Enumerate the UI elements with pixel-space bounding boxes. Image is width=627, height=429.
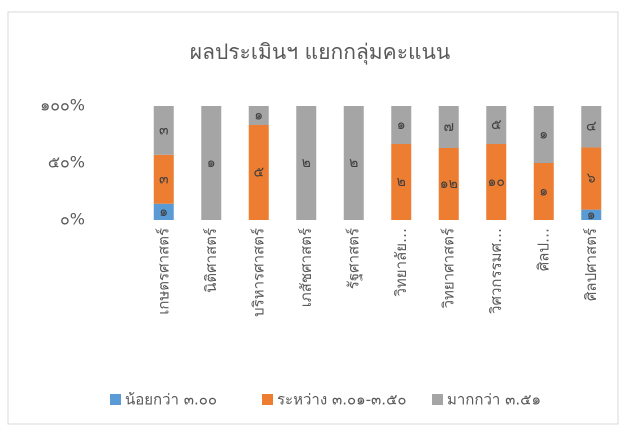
bar-segment: [296, 106, 317, 220]
bar-segment: [391, 144, 412, 220]
data-label: ๗: [443, 119, 454, 135]
bar-segment: [153, 154, 174, 204]
data-label: ๒: [302, 155, 311, 171]
x-tick-label: รัฐศาสตร์: [344, 228, 362, 289]
legend-swatch: [262, 394, 273, 405]
data-label: ๒: [349, 155, 358, 171]
legend-label: น้อยกว่า ๓.๐๐: [125, 391, 217, 409]
bar-segment: [201, 106, 222, 220]
chart-title: ผลประเมินฯ แยกกลุ่มคะแนน: [190, 40, 450, 65]
bar-segment: [533, 106, 554, 163]
bar-segment: [153, 203, 174, 220]
legend-label: มากกว่า ๓.๕๑: [447, 391, 541, 409]
bar-segment: [533, 163, 554, 220]
bar-segment: [438, 148, 459, 220]
data-label: ๑๒: [440, 176, 458, 192]
bar-segment: [391, 106, 412, 144]
y-tick-label: ๐%: [60, 210, 85, 229]
data-label: ๑: [159, 204, 168, 220]
bar-segment: [248, 106, 269, 125]
bar-segment: [581, 209, 602, 220]
data-label: ๑: [397, 117, 406, 133]
data-label: ๑: [207, 155, 216, 171]
bar-segment: [343, 106, 364, 220]
data-label: ๑: [587, 207, 596, 223]
data-label: ๔: [586, 119, 597, 135]
bar-segment: [248, 125, 269, 220]
x-tick-label: ศิลปศาสตร์: [582, 228, 600, 301]
data-label: ๒: [397, 174, 406, 190]
x-tick-label: บริหารศาสตร์: [249, 228, 267, 317]
x-tick-label: วิศวกรรมศ…: [487, 228, 505, 315]
data-label: ๓: [159, 171, 169, 187]
x-tick-label: นิติศาสตร์: [202, 228, 220, 293]
bar-segment: [581, 106, 602, 148]
bar-segment: [581, 147, 602, 210]
x-tick-label: วิทยาศาสตร์: [439, 228, 457, 309]
data-label: ๕: [253, 165, 264, 181]
x-tick-label: ศิลป…: [534, 228, 552, 271]
y-tick-label: ๑๐๐%: [40, 96, 85, 115]
x-tick-label: เกษตรศาสตร์: [154, 228, 172, 315]
legend-swatch: [110, 394, 121, 405]
data-label: ๑๐: [488, 174, 505, 190]
y-tick-label: ๕๐%: [48, 153, 85, 172]
data-label: ๑: [539, 127, 548, 143]
x-tick-label: วิทยาลัย…: [392, 228, 410, 297]
bar-segment: [486, 106, 507, 144]
legend-swatch: [432, 394, 443, 405]
bar-segment: [153, 106, 174, 155]
data-label: ๑: [254, 108, 263, 124]
bar-segment: [486, 144, 507, 220]
legend-label: ระหว่าง ๓.๐๑-๓.๕๐: [277, 391, 407, 409]
data-label: ๑: [539, 184, 548, 200]
x-tick-label: เภสัชศาสตร์: [297, 228, 315, 307]
data-label: ๕: [491, 117, 502, 133]
bar-segment: [438, 106, 459, 148]
data-label: ๓: [159, 122, 169, 138]
data-label: ๖: [587, 171, 596, 187]
